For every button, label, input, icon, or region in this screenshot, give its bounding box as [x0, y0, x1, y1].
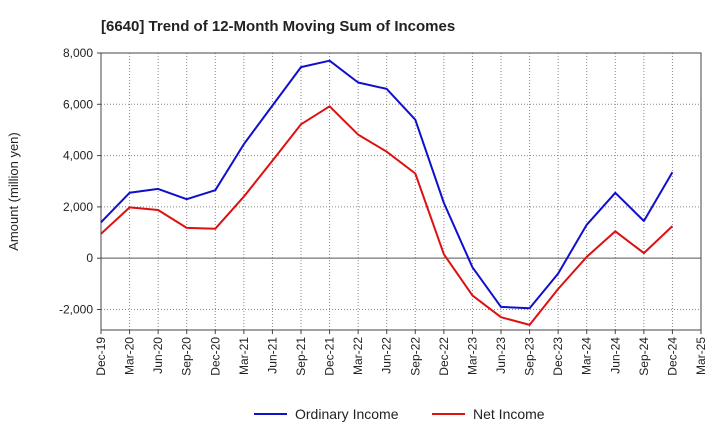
x-tick-label: Mar-22 [351, 337, 365, 375]
y-axis-label: Amount (million yen) [6, 132, 21, 251]
x-tick-label: Dec-21 [323, 337, 337, 376]
y-tick-label: 8,000 [63, 46, 93, 60]
y-tick-label: 0 [86, 251, 93, 265]
x-tick-label: Dec-20 [208, 337, 222, 376]
x-tick-label: Dec-19 [94, 337, 108, 376]
x-tick-label: Mar-20 [123, 337, 137, 375]
x-tick-label: Dec-23 [551, 337, 565, 376]
plot-frame [100, 52, 702, 331]
x-tick-label: Sep-23 [523, 337, 537, 376]
y-tick-label: 4,000 [63, 149, 93, 163]
x-tick-label: Mar-25 [694, 337, 708, 375]
x-tick-label: Mar-23 [465, 337, 479, 375]
y-tick-label: 6,000 [63, 97, 93, 111]
x-tick-label: Sep-21 [294, 337, 308, 376]
legend-label-net-income: Net Income [473, 406, 545, 422]
plot-border [100, 52, 702, 331]
x-tick-label: Mar-24 [580, 337, 594, 375]
series-line-ordinary-income [100, 59, 674, 310]
y-tick-label: -2,000 [59, 302, 93, 316]
x-axis: Dec-19 Mar-20 Jun-20 Sep-20 Dec-20 Mar-21 Jun-… [94, 330, 708, 376]
x-tick-label: Sep-24 [637, 337, 651, 376]
x-tick-label: Dec-24 [665, 337, 679, 376]
x-tick-label: Sep-22 [408, 337, 422, 376]
legend-label-ordinary-income: Ordinary Income [295, 406, 399, 422]
x-tick-label: Sep-20 [180, 337, 194, 376]
y-tick-label: 2,000 [63, 200, 93, 214]
series-layer [100, 59, 674, 326]
x-tick-label: Jun-20 [151, 337, 165, 374]
x-tick-label: Jun-21 [265, 337, 279, 374]
chart-title: [6640] Trend of 12-Month Moving Sum of I… [101, 18, 455, 35]
legend: Ordinary Income Net Income [254, 406, 545, 422]
x-tick-label: Jun-23 [494, 337, 508, 374]
x-tick-label: Mar-21 [237, 337, 251, 375]
y-axis: -2,000 0 2,000 4,000 6,000 8,000 [59, 46, 101, 316]
grid [101, 52, 701, 330]
x-tick-label: Jun-24 [608, 337, 622, 374]
x-tick-label: Dec-22 [437, 337, 451, 376]
x-tick-label: Jun-22 [380, 337, 394, 374]
